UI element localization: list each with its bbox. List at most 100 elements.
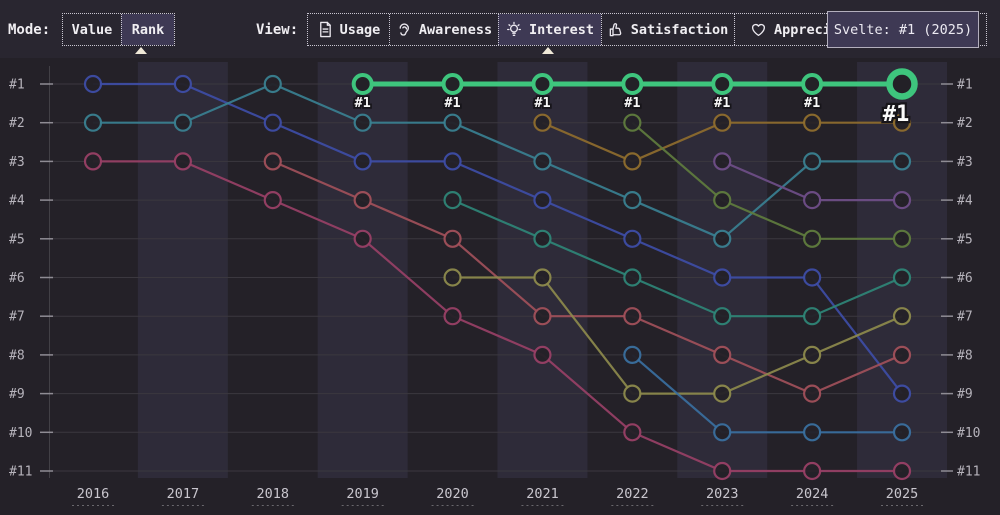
y-axis-label-right: #3 [957,155,973,170]
data-point-unlabeled-seagreen[interactable] [623,268,642,287]
data-point-unlabeled-purple[interactable] [713,152,732,171]
x-axis-label[interactable]: 2025 [886,486,919,502]
x-axis-label[interactable]: 2017 [167,486,200,502]
data-point-unlabeled-teal[interactable] [83,113,103,132]
data-point-unlabeled-seagreen[interactable] [533,229,552,248]
tab-satisfaction[interactable]: Satisfaction [601,14,734,45]
data-point-Svelte[interactable] [441,73,464,95]
data-point-unlabeled-brickred[interactable] [353,191,372,210]
data-point-unlabeled-rose[interactable] [623,423,642,442]
data-point-unlabeled-indigo[interactable] [263,113,282,132]
x-axis-label[interactable]: 2020 [436,486,469,502]
data-point-unlabeled-rose[interactable] [263,191,282,210]
data-point-unlabeled-teal[interactable] [892,152,912,171]
series-line-unlabeled-brickred[interactable] [272,160,903,395]
data-point-unlabeled-indigo[interactable] [173,74,192,94]
data-point-unlabeled-indigo[interactable] [353,152,372,171]
data-point-unlabeled-teal[interactable] [263,74,282,94]
data-point-unlabeled-rose[interactable] [713,461,732,481]
data-point-Svelte-hovered[interactable] [886,68,918,100]
series-line-unlabeled-steelblue[interactable] [631,354,903,434]
data-point-unlabeled-purple[interactable] [803,191,822,210]
data-point-unlabeled-brickred[interactable] [803,384,822,403]
data-point-unlabeled-purple[interactable] [892,191,912,210]
data-point-unlabeled-seagreen[interactable] [443,191,462,210]
data-point-unlabeled-teal[interactable] [623,191,642,210]
data-point-unlabeled-teal[interactable] [803,152,822,171]
data-point-unlabeled-olive[interactable] [803,345,822,364]
data-point-unlabeled-rose[interactable] [443,307,462,326]
x-axis-label[interactable]: 2021 [526,486,559,502]
data-point-unlabeled-indigo[interactable] [83,74,103,94]
data-point-unlabeled-rose[interactable] [803,461,822,481]
data-point-unlabeled-indigo[interactable] [803,268,822,287]
data-point-unlabeled-olive[interactable] [892,307,912,326]
y-axis-label-left: #9 [9,387,25,402]
data-point-Svelte[interactable] [621,73,644,95]
data-point-unlabeled-olivegreen[interactable] [892,229,912,248]
tab-interest[interactable]: Interest [498,14,601,45]
ear-icon [396,21,412,38]
data-point-unlabeled-rose[interactable] [892,461,912,481]
data-point-unlabeled-steelblue[interactable] [713,423,732,442]
data-point-unlabeled-indigo[interactable] [892,384,912,403]
data-point-unlabeled-brickred[interactable] [263,152,282,171]
data-point-unlabeled-olivegreen[interactable] [803,229,822,248]
data-point-unlabeled-brickred[interactable] [443,229,462,248]
mode-value-button[interactable]: Value [63,14,121,45]
data-point-unlabeled-seagreen[interactable] [892,268,912,287]
x-axis-label[interactable]: 2016 [77,486,110,502]
data-point-unlabeled-seagreen[interactable] [803,307,822,326]
data-point-unlabeled-teal[interactable] [353,113,372,132]
mode-rank-button[interactable]: Rank [121,14,174,45]
data-point-unlabeled-amber[interactable] [803,113,822,132]
data-point-unlabeled-teal[interactable] [713,229,732,248]
data-point-Svelte[interactable] [801,73,824,95]
data-point-unlabeled-indigo[interactable] [623,229,642,248]
data-point-unlabeled-olive[interactable] [533,268,552,287]
data-point-Svelte[interactable] [711,73,734,95]
data-point-unlabeled-amber[interactable] [533,113,552,132]
tab-awareness[interactable]: Awareness [389,14,498,45]
tab-usage[interactable]: Usage [308,14,389,45]
data-point-unlabeled-brickred[interactable] [623,307,642,326]
data-point-unlabeled-olivegreen[interactable] [623,113,642,132]
data-point-unlabeled-olive[interactable] [443,268,462,287]
series-line-unlabeled-rose[interactable] [93,160,903,473]
data-point-unlabeled-rose[interactable] [533,345,552,364]
series-line-unlabeled-seagreen[interactable] [452,199,903,318]
data-point-unlabeled-amber[interactable] [713,113,732,132]
data-point-unlabeled-teal[interactable] [173,113,192,132]
x-axis-label[interactable]: 2018 [257,486,290,502]
rank-point-label: #1 [534,95,550,111]
y-axis-label-left: #3 [9,155,25,170]
data-point-Svelte[interactable] [531,73,554,95]
data-point-unlabeled-amber[interactable] [892,113,912,132]
data-point-unlabeled-brickred[interactable] [533,307,552,326]
data-point-unlabeled-rose[interactable] [83,152,103,171]
x-axis-label[interactable]: 2023 [706,486,739,502]
series-line-unlabeled-teal[interactable] [93,82,903,241]
data-point-unlabeled-indigo[interactable] [713,268,732,287]
data-point-unlabeled-teal[interactable] [443,113,462,132]
data-point-unlabeled-steelblue[interactable] [623,345,642,364]
x-axis-label[interactable]: 2019 [346,486,379,502]
x-axis-label[interactable]: 2024 [796,486,829,502]
data-point-unlabeled-indigo[interactable] [533,191,552,210]
data-point-unlabeled-steelblue[interactable] [892,423,912,442]
data-point-unlabeled-brickred[interactable] [713,345,732,364]
data-point-unlabeled-indigo[interactable] [443,152,462,171]
data-point-unlabeled-amber[interactable] [623,152,642,171]
x-axis-label[interactable]: 2022 [616,486,649,502]
data-point-Svelte[interactable] [351,73,374,95]
data-point-unlabeled-rose[interactable] [173,152,192,171]
data-point-unlabeled-teal[interactable] [533,152,552,171]
data-point-unlabeled-steelblue[interactable] [803,423,822,442]
data-point-unlabeled-rose[interactable] [353,229,372,248]
data-point-unlabeled-seagreen[interactable] [713,307,732,326]
data-point-unlabeled-brickred[interactable] [892,345,912,364]
data-point-unlabeled-olive[interactable] [623,384,642,403]
data-point-unlabeled-olive[interactable] [713,384,732,403]
series-line-unlabeled-olivegreen[interactable] [631,121,903,240]
data-point-unlabeled-olivegreen[interactable] [713,191,732,210]
